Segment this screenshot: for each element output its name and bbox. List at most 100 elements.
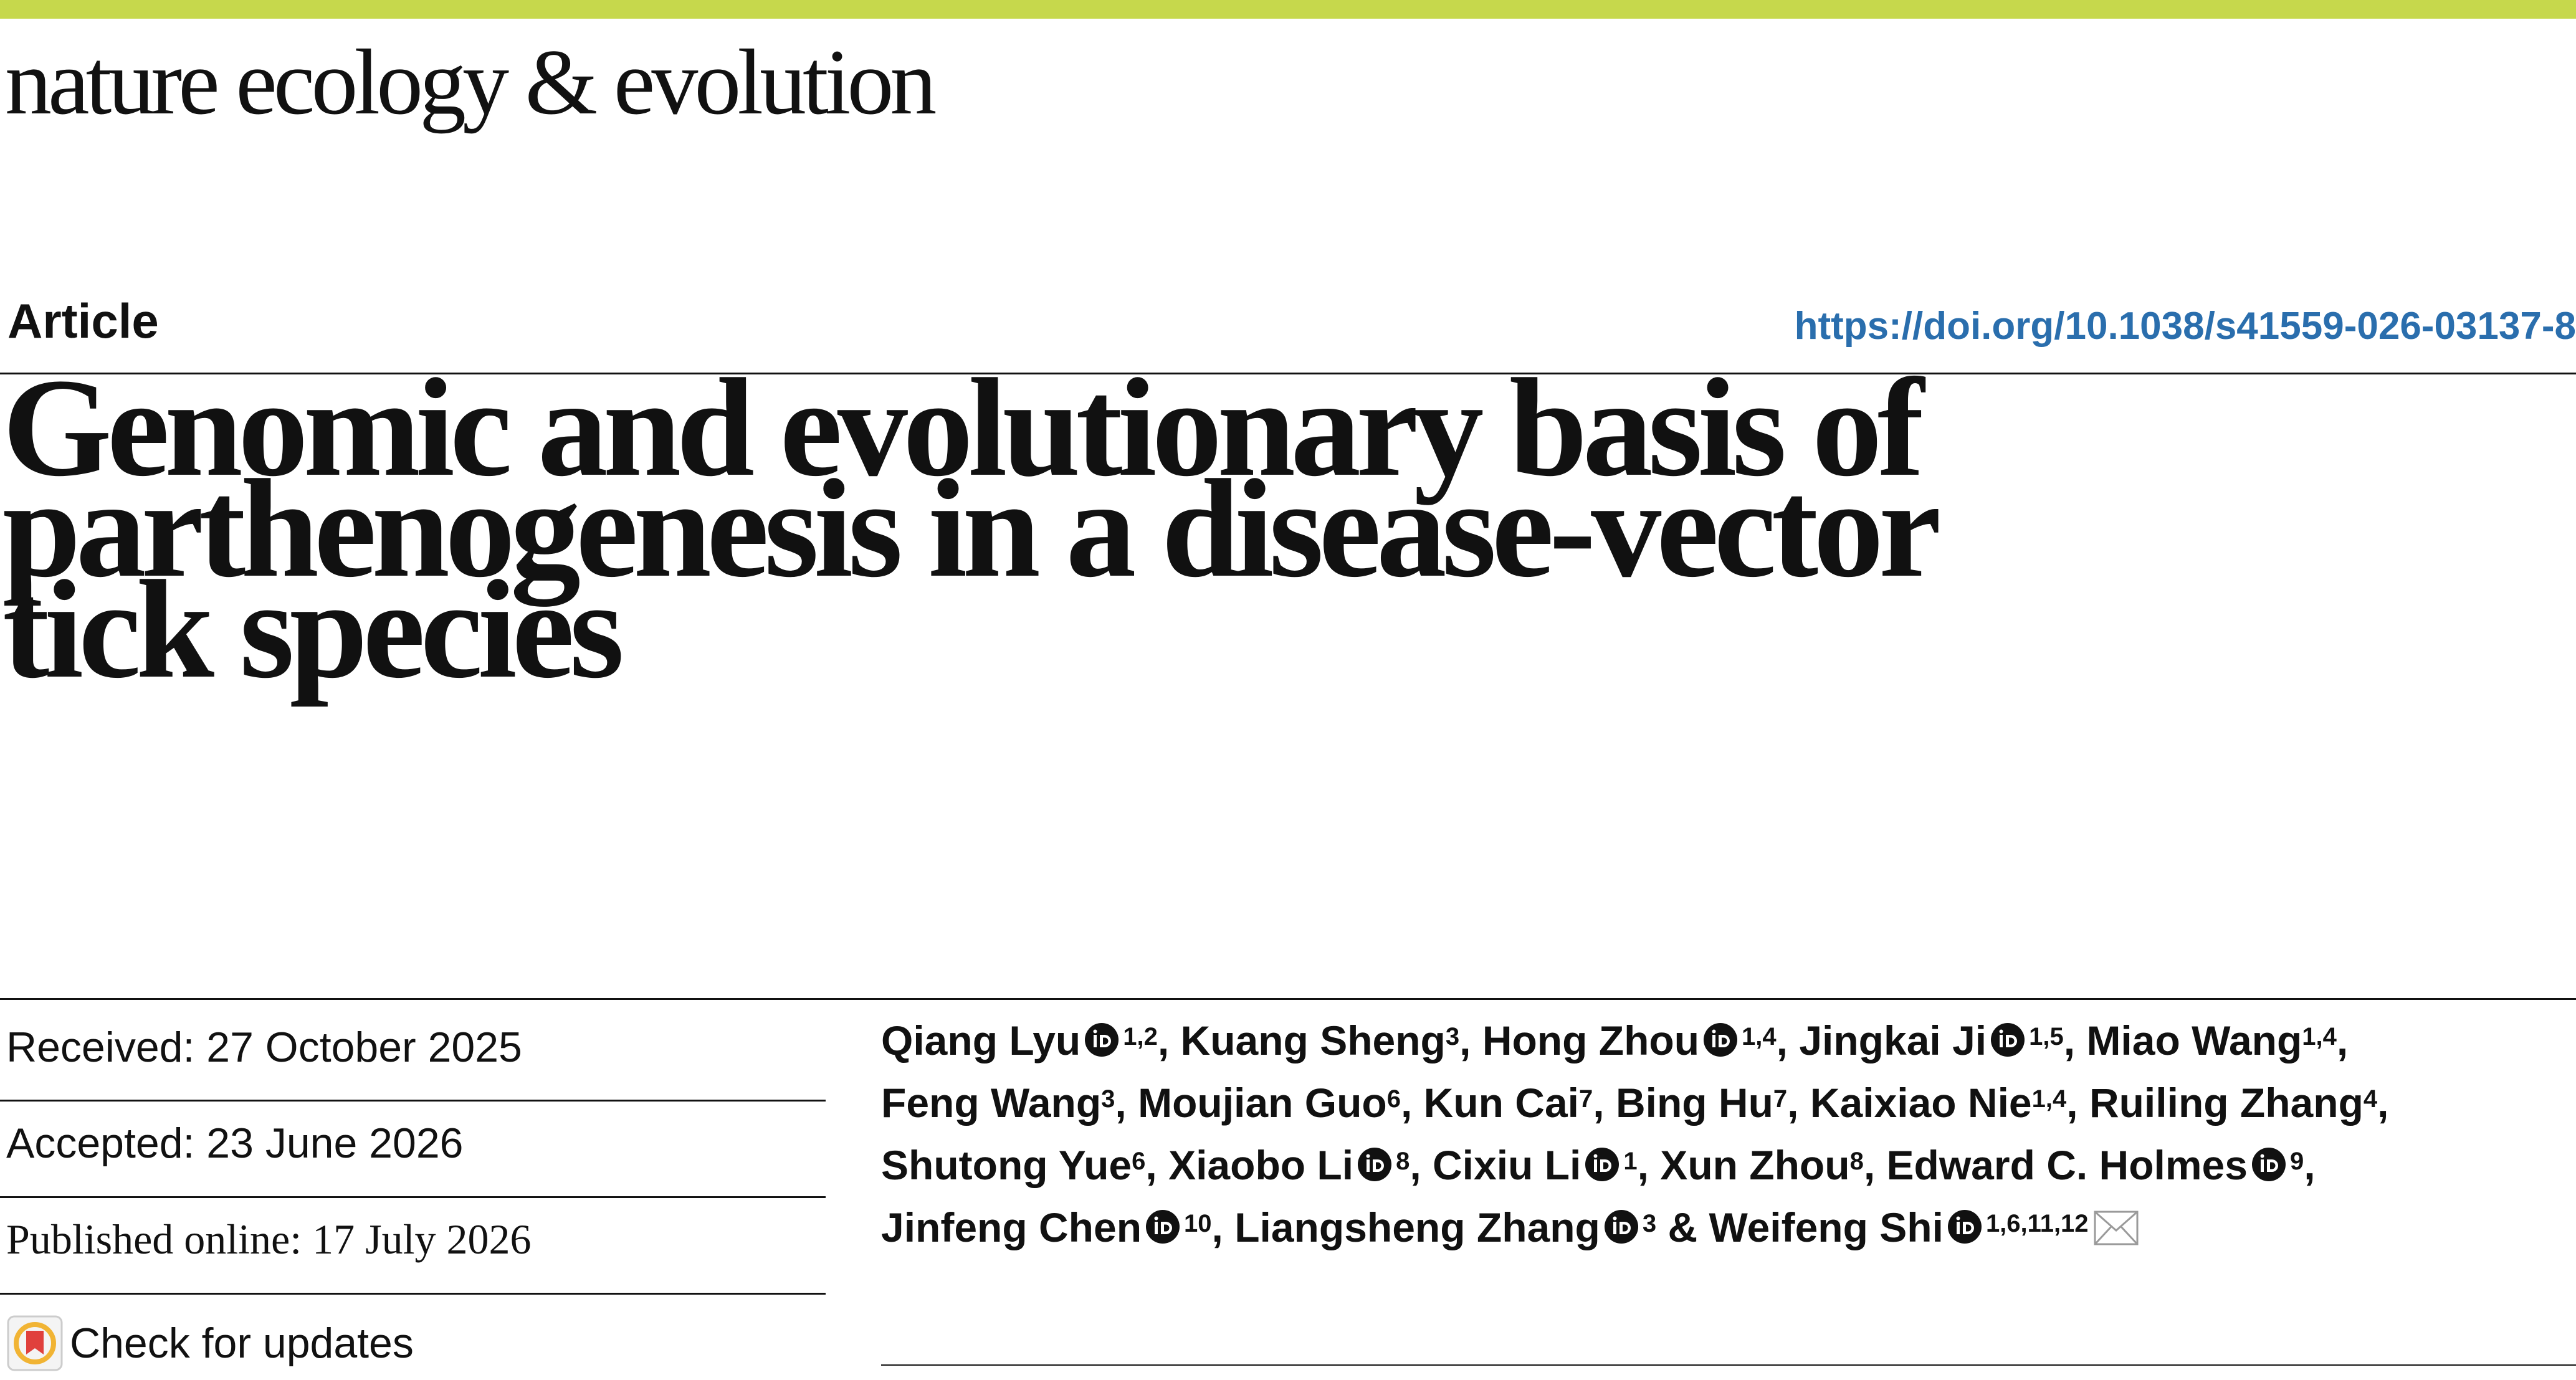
author-name[interactable]: Hong Zhou (1482, 1017, 1700, 1064)
author-name[interactable]: Kun Cai (1423, 1080, 1579, 1126)
author-separator: , (1115, 1080, 1127, 1126)
author-name[interactable]: Shutong Yue (881, 1142, 1132, 1188)
author-name[interactable]: Edward C. Holmes (1886, 1142, 2248, 1188)
author-entry: Kaixiao Nie1,4, (1810, 1080, 2078, 1126)
author-separator: , (2304, 1142, 2316, 1188)
author-separator: , (1211, 1204, 1223, 1250)
author-entry: Cixiu Li 1, (1433, 1142, 1649, 1188)
affiliation-superscript: 1,6,11,12 (1985, 1210, 2089, 1237)
header-divider (0, 373, 2576, 374)
journal-name[interactable]: nature ecology & evolution (5, 31, 937, 134)
author-name[interactable]: Xiaobo Li (1168, 1142, 1354, 1188)
orcid-icon[interactable] (1990, 1012, 2025, 1057)
received-date: Received: 27 October 2025 (6, 1024, 522, 1071)
author-entry: Miao Wang1,4, (2086, 1017, 2348, 1064)
author-separator: , (1157, 1017, 1170, 1064)
check-updates-icon (7, 1315, 63, 1371)
accepted-date: Accepted: 23 June 2026 (6, 1120, 464, 1167)
orcid-icon[interactable] (1604, 1199, 1639, 1244)
author-entry: Kun Cai7, (1424, 1080, 1605, 1126)
author-separator: , (2063, 1017, 2076, 1064)
author-separator: , (1776, 1017, 1788, 1064)
affiliation-superscript: 3 (1101, 1085, 1115, 1113)
affiliation-superscript: 8 (1849, 1148, 1864, 1175)
email-icon[interactable] (2094, 1200, 2139, 1245)
metadata-top-divider (0, 998, 2576, 1000)
author-separator: , (1787, 1080, 1799, 1126)
orcid-icon[interactable] (2251, 1136, 2286, 1181)
author-name[interactable]: Jinfeng Chen (881, 1204, 1142, 1250)
affiliation-superscript: 9 (2289, 1148, 2304, 1175)
affiliation-superscript: 7 (1579, 1085, 1593, 1113)
author-separator: , (2377, 1080, 2389, 1126)
author-separator: , (1145, 1142, 1157, 1188)
author-entry: Moujian Guo6, (1138, 1080, 1412, 1126)
author-name[interactable]: Moujian Guo (1138, 1080, 1387, 1126)
affiliation-superscript: 1,4 (2302, 1023, 2337, 1050)
author-entry: Edward C. Holmes 9, (1887, 1142, 2316, 1188)
affiliation-superscript: 7 (1773, 1085, 1788, 1113)
author-name[interactable]: Weifeng Shi (1709, 1204, 1944, 1250)
title-line: parthenogenesis in a disease-vector (2, 450, 1941, 606)
affiliation-superscript: 1,5 (2029, 1023, 2064, 1050)
author-entry: Xun Zhou8, (1660, 1142, 1875, 1188)
affiliation-superscript: 6 (1386, 1085, 1401, 1113)
published-date: Published online: 17 July 2026 (6, 1216, 532, 1263)
author-entry: Bing Hu7, (1616, 1080, 1799, 1126)
affiliation-superscript: 6 (1132, 1148, 1146, 1175)
author-name[interactable]: Miao Wang (2086, 1017, 2302, 1064)
author-name[interactable]: Kaixiao Nie (1810, 1080, 2032, 1126)
author-name[interactable]: Jingkai Ji (1799, 1017, 1987, 1064)
author-separator: & (1656, 1204, 1698, 1250)
orcid-icon[interactable] (1084, 1012, 1119, 1057)
orcid-icon[interactable] (1357, 1136, 1392, 1181)
author-separator: , (2066, 1080, 2078, 1126)
affiliation-superscript: 8 (1396, 1148, 1410, 1175)
affiliation-superscript: 1 (1623, 1148, 1638, 1175)
orcid-icon[interactable] (1947, 1199, 1982, 1244)
affiliation-superscript: 1,2 (1123, 1023, 1158, 1050)
author-entry: Xiaobo Li 8, (1168, 1142, 1421, 1188)
author-entry: Weifeng Shi 1,6,11,12 (1709, 1204, 2139, 1250)
author-separator: , (1410, 1142, 1421, 1188)
orcid-icon[interactable] (1145, 1199, 1180, 1244)
affiliation-superscript: 1,4 (1742, 1023, 1777, 1050)
author-entry: Ruiling Zhang4, (2089, 1080, 2389, 1126)
author-separator: , (1459, 1017, 1471, 1064)
date-divider (0, 1196, 826, 1198)
affiliation-superscript: 4 (2363, 1085, 2378, 1113)
check-for-updates-button[interactable]: Check for updates (6, 1315, 414, 1372)
author-name[interactable]: Feng Wang (881, 1080, 1102, 1126)
author-name[interactable]: Qiang Lyu (881, 1017, 1081, 1064)
affiliation-superscript: 3 (1642, 1210, 1657, 1237)
author-name[interactable]: Xun Zhou (1660, 1142, 1850, 1188)
author-entry: Liangsheng Zhang 3 & (1234, 1204, 1697, 1250)
author-separator: , (1593, 1080, 1605, 1126)
author-separator: , (1637, 1142, 1649, 1188)
title-line: Genomic and evolutionary basis of (2, 350, 1924, 505)
author-list: Qiang Lyu 1,2, Kuang Sheng3, Hong Zhou 1,4… (881, 1009, 2551, 1259)
author-name[interactable]: Cixiu Li (1433, 1142, 1581, 1188)
affiliation-superscript: 3 (1445, 1023, 1460, 1050)
author-separator: , (1400, 1080, 1413, 1126)
orcid-icon[interactable] (1585, 1136, 1620, 1181)
author-name[interactable]: Ruiling Zhang (2089, 1080, 2364, 1126)
author-entry: Kuang Sheng3, (1181, 1017, 1471, 1064)
author-entry: Hong Zhou 1,4, (1482, 1017, 1788, 1064)
author-name[interactable]: Liangsheng Zhang (1234, 1204, 1600, 1250)
authors-bottom-divider (881, 1364, 2576, 1366)
affiliation-superscript: 1,4 (2031, 1085, 2067, 1113)
title-line: tick species (2, 551, 624, 707)
author-name[interactable]: Bing Hu (1615, 1080, 1773, 1126)
author-entry: Jingkai Ji 1,5, (1799, 1017, 2075, 1064)
date-divider (0, 1100, 826, 1102)
affiliation-superscript: 10 (1184, 1210, 1212, 1237)
date-divider (0, 1293, 826, 1295)
author-separator: , (1863, 1142, 1876, 1188)
journal-accent-bar (0, 0, 2576, 19)
author-name[interactable]: Kuang Sheng (1180, 1017, 1446, 1064)
doi-link[interactable]: https://doi.org/10.1038/s41559-026-03137… (1794, 305, 2576, 348)
author-entry: Qiang Lyu 1,2, (881, 1017, 1169, 1064)
article-type-label: Article (7, 293, 159, 348)
orcid-icon[interactable] (1703, 1012, 1738, 1057)
